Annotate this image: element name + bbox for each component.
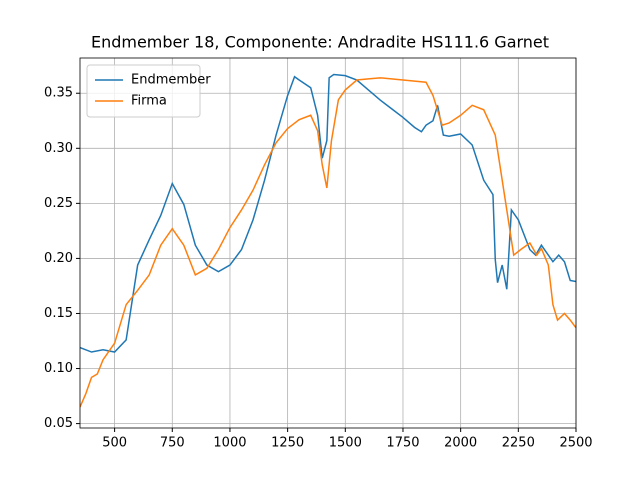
y-tick-label: 0.05 xyxy=(44,416,73,431)
y-tick-label: 0.15 xyxy=(44,306,73,321)
x-tick-label: 1000 xyxy=(213,436,246,451)
legend-label: Endmember xyxy=(131,73,211,88)
x-tick-label: 500 xyxy=(102,436,127,451)
data-line xyxy=(80,73,576,353)
y-tick-label: 0.20 xyxy=(44,251,73,266)
x-tick-label: 1750 xyxy=(386,436,419,451)
x-tick-label: 2250 xyxy=(502,436,535,451)
chart-title: Endmember 18, Componente: Andradite HS11… xyxy=(91,33,549,52)
data-line xyxy=(80,77,576,408)
plot-frame xyxy=(79,57,577,429)
y-tick-label: 0.25 xyxy=(44,196,73,211)
x-tick-label: 1250 xyxy=(271,436,304,451)
x-tick-label: 2000 xyxy=(444,436,477,451)
legend-label: Firma xyxy=(131,94,167,109)
y-tick-label: 0.35 xyxy=(44,86,73,101)
y-tick-label: 0.10 xyxy=(44,361,73,376)
legend-box xyxy=(86,64,201,118)
x-tick-label: 1500 xyxy=(329,436,362,451)
y-tick-label: 0.30 xyxy=(44,141,73,156)
x-tick-label: 750 xyxy=(160,436,185,451)
x-tick-label: 2500 xyxy=(559,436,592,451)
